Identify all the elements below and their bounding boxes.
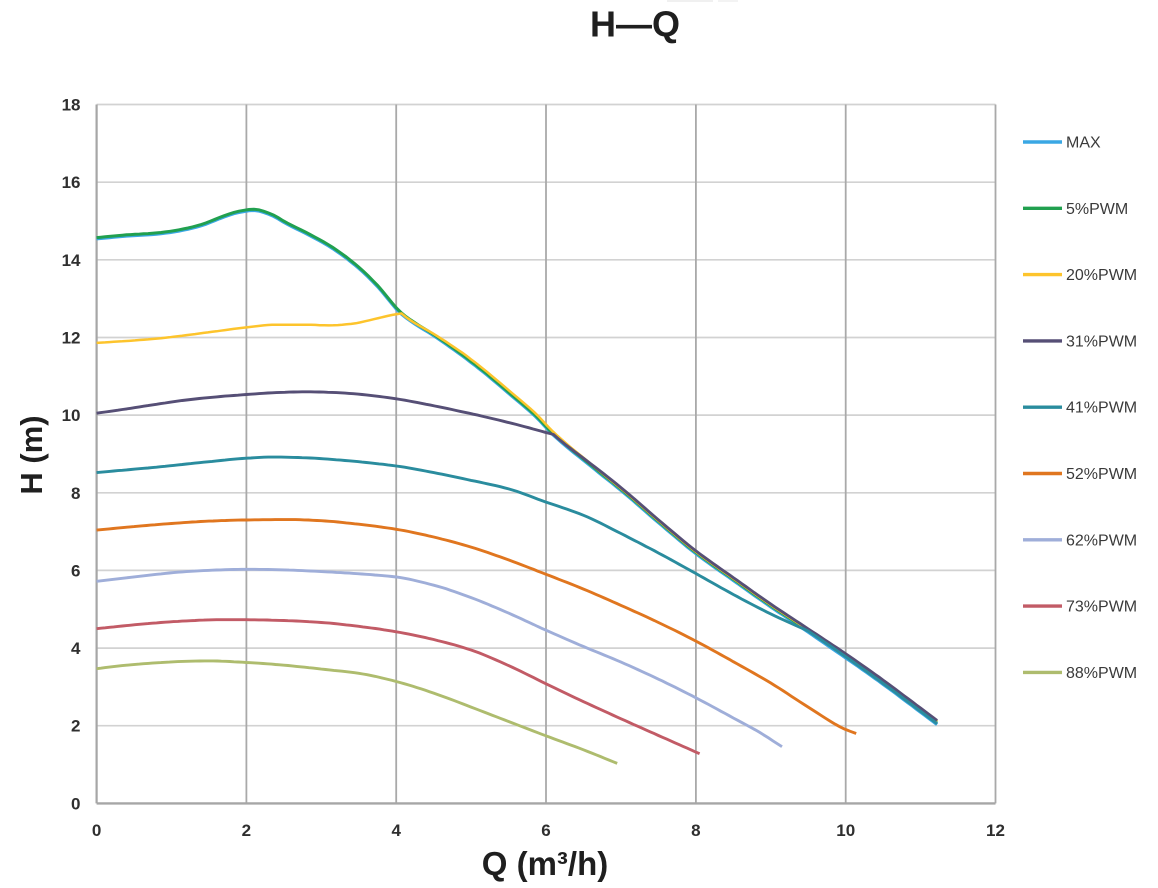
svg-text:73%PWM: 73%PWM [1066, 599, 1137, 616]
svg-text:88%PWM: 88%PWM [1066, 665, 1137, 682]
svg-text:52%PWM: 52%PWM [1066, 466, 1137, 483]
svg-text:5%PWM: 5%PWM [1066, 201, 1128, 218]
svg-text:41%PWM: 41%PWM [1066, 400, 1137, 417]
svg-text:4: 4 [71, 639, 81, 658]
svg-text:H—Q: H—Q [590, 4, 680, 45]
svg-text:8: 8 [71, 484, 80, 503]
svg-text:14: 14 [62, 251, 81, 270]
svg-text:31%PWM: 31%PWM [1066, 333, 1137, 350]
svg-text:16: 16 [62, 173, 81, 192]
svg-text:0: 0 [92, 821, 101, 840]
svg-text:6: 6 [71, 561, 80, 580]
svg-text:20%PWM: 20%PWM [1066, 267, 1137, 284]
svg-text:10: 10 [836, 821, 855, 840]
svg-text:6: 6 [541, 821, 550, 840]
svg-text:2: 2 [242, 821, 251, 840]
svg-text:2: 2 [71, 717, 80, 736]
svg-text:4: 4 [391, 821, 401, 840]
svg-text:12: 12 [986, 821, 1005, 840]
svg-text:MAX: MAX [1066, 135, 1101, 152]
svg-text:10: 10 [62, 406, 81, 425]
svg-text:0: 0 [71, 794, 80, 813]
svg-text:18: 18 [62, 96, 81, 115]
svg-text:Q (m³/h): Q (m³/h) [482, 845, 608, 882]
svg-text:12: 12 [62, 329, 81, 348]
svg-text:62%PWM: 62%PWM [1066, 532, 1137, 549]
svg-text:H (m): H (m) [14, 415, 49, 494]
svg-text:8: 8 [691, 821, 700, 840]
